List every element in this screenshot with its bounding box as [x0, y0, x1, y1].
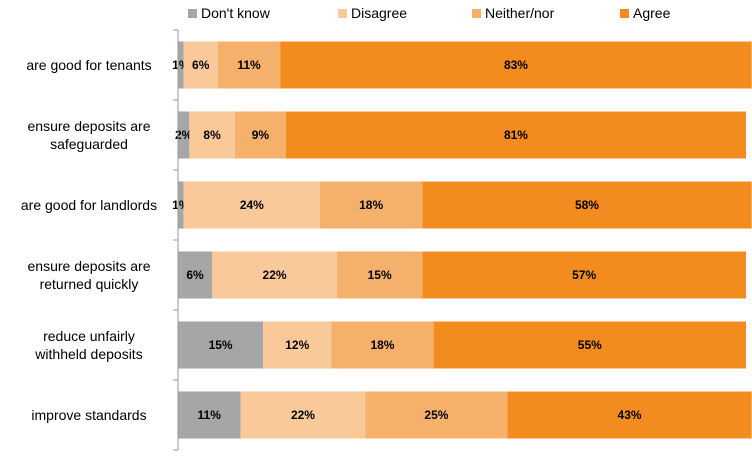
data-label: 55% — [578, 338, 602, 352]
bar-segment — [422, 181, 752, 229]
bar-segment — [320, 181, 423, 229]
data-label: 6% — [186, 268, 204, 282]
data-label: 18% — [359, 198, 383, 212]
data-label: 58% — [575, 198, 599, 212]
category-label-line: ensure deposits are — [28, 118, 151, 134]
legend-swatch-4 — [620, 9, 629, 18]
legend-label-1: Don't know — [201, 5, 271, 21]
legend-label-4: Agree — [633, 5, 671, 21]
data-label: 11% — [237, 58, 261, 72]
bar-segment — [280, 41, 752, 89]
data-label: 8% — [203, 128, 221, 142]
data-label: 83% — [504, 58, 528, 72]
bar-segment — [422, 251, 746, 299]
bar-segment — [240, 391, 366, 439]
legend-label-3: Neither/nor — [485, 5, 555, 21]
data-label: 12% — [285, 338, 309, 352]
category-label: ensure deposits are returned quickly — [28, 258, 151, 292]
bar-segment — [178, 251, 213, 299]
bar-segment — [507, 391, 752, 439]
category-label-line: safeguarded — [50, 136, 128, 152]
bar-segment — [178, 41, 184, 89]
data-label: 15% — [209, 338, 233, 352]
bar-segment — [433, 321, 746, 369]
bar-segment — [365, 391, 508, 439]
category-label-line: are good for landlords — [21, 197, 157, 213]
bar-segment — [212, 251, 338, 299]
data-label: 81% — [504, 128, 528, 142]
bar-segment — [178, 321, 264, 369]
bar-segment — [178, 391, 241, 439]
data-label: 25% — [424, 408, 448, 422]
category-label-line: are good for tenants — [26, 57, 151, 73]
data-label: 22% — [263, 268, 287, 282]
category-label: improve standards — [31, 407, 146, 423]
data-label: 9% — [252, 128, 270, 142]
legend-label-2: Disagree — [351, 5, 407, 21]
bar-segment — [178, 181, 184, 229]
category-label: are good for landlords — [21, 197, 157, 213]
bar-segment — [189, 111, 235, 159]
bar-segment — [285, 111, 746, 159]
bar-segment — [331, 321, 434, 369]
data-label: 6% — [192, 58, 210, 72]
bar-segment — [337, 251, 423, 299]
category-label-line: withheld deposits — [34, 346, 142, 362]
data-label: 24% — [240, 198, 264, 212]
category-label-line: returned quickly — [40, 276, 139, 292]
data-label: 15% — [368, 268, 392, 282]
bar-segment — [178, 111, 190, 159]
bar-segment — [183, 181, 320, 229]
category-label-line: reduce unfairly — [43, 328, 135, 344]
bar-segment — [183, 41, 218, 89]
data-label: 11% — [198, 408, 222, 422]
data-label: 18% — [370, 338, 394, 352]
legend-swatch-3 — [472, 9, 481, 18]
category-label-line: ensure deposits are — [28, 258, 151, 274]
bar-segment — [263, 321, 332, 369]
category-label: are good for tenants — [26, 57, 151, 73]
data-label: 2% — [175, 128, 193, 142]
category-label-line: improve standards — [31, 407, 146, 423]
bar-segment — [217, 41, 281, 89]
data-label: 57% — [572, 268, 596, 282]
category-label: ensure deposits are safeguarded — [28, 118, 151, 152]
legend-swatch-1 — [188, 9, 197, 18]
data-label: 22% — [291, 408, 315, 422]
legend-swatch-2 — [338, 9, 347, 18]
data-label: 43% — [618, 408, 642, 422]
category-label: reduce unfairly withheld deposits — [34, 328, 142, 362]
bar-segment — [234, 111, 286, 159]
